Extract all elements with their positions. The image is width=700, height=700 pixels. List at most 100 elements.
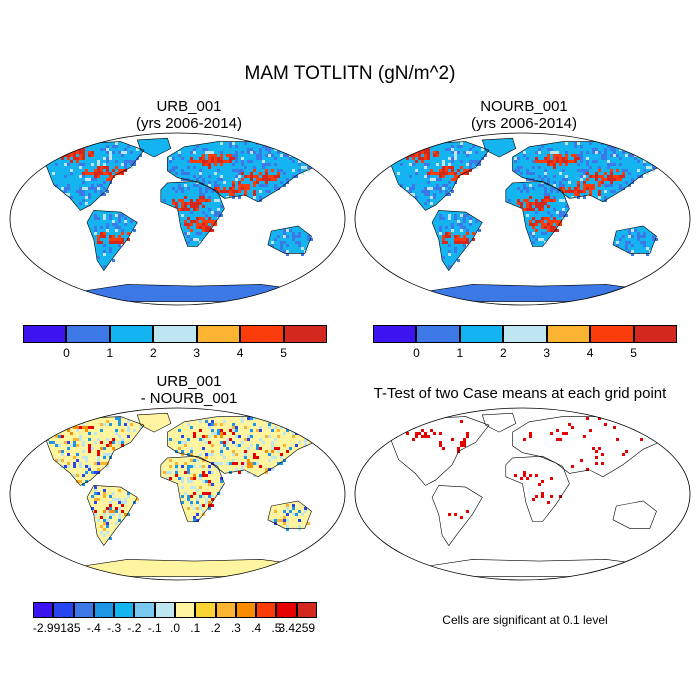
colorbar-swatch [215,602,236,618]
colorbar-swatch [590,325,634,343]
colorbar-tick-label: -.1 [147,621,162,635]
colorbar-tick-label: 1 [456,346,464,360]
colorbar-tick-label: 5 [630,346,637,360]
map-land [388,138,667,302]
colorbar-swatch [134,602,155,618]
continent-greenland [482,413,516,433]
coastline [612,500,657,529]
colorbar-tick-label: 3.4259 [278,621,316,635]
colorbar-swatch [93,602,115,618]
coastline [431,485,483,547]
panel-ttest-title: T-Test of two Case means at each grid po… [345,385,695,402]
coastline [43,141,145,211]
colorbar-swatch [154,602,175,618]
continent-greenland [137,413,171,433]
map-panel-nourb [354,132,691,306]
colorbar-swatch [73,602,94,618]
map-panel-ttest [354,407,691,581]
colorbar-nourb: 0 1 2 3 4 5 [373,325,677,360]
colorbar-swatch [256,602,277,618]
panel-diff-title: URB_001 - NOURB_001 [38,373,340,407]
coastline [167,141,322,203]
map-border [9,132,346,306]
colorbar-swatch [416,325,460,343]
colorbar-swatch [175,602,196,618]
colorbar-swatch [53,602,74,618]
colorbar-swatch [546,325,591,343]
continent-eurasia [512,416,667,477]
colorbar-tick-label: .2 [210,621,221,635]
coastline [388,416,490,486]
continent-samerica [432,485,483,546]
colorbar-tick-label: .4 [251,621,262,635]
colorbar-swatch [153,325,197,343]
colorbar-tick-label: -.4 [86,621,101,635]
map-border [354,132,691,306]
panel-urb-title: URB_001 (yrs 2006-2014) [38,98,340,132]
coastline [512,416,667,478]
coastline [267,225,312,254]
map-panel-diff [9,407,346,581]
map-border [9,407,346,581]
panel-urb-title-line1: URB_001 [156,98,222,115]
panel-nourb-title-line2: (yrs 2006-2014) [471,115,577,132]
coastline [505,180,570,247]
coastline [512,141,667,203]
colorbar-tick-label: 0 [413,346,420,360]
continent-namerica [43,416,144,486]
continent-greenland [482,138,516,158]
coastline [43,416,145,486]
colorbar-tick-label: .1 [190,621,201,635]
map-border [354,407,691,581]
panel-nourb-title: NOURB_001 (yrs 2006-2014) [373,98,675,132]
continent-australia [613,500,657,529]
colorbar-diff: -2.9913 -.5 -.4 -.3 -.2 -.1 .0 .1 .2 .3 .4 .5 3.4259 [33,602,317,635]
colorbar-tick-label: .0 [169,621,180,635]
colorbar-tick-label: 4 [236,346,244,360]
coastline [86,485,138,547]
coastline [481,137,517,158]
coastline [267,500,312,529]
coastline [136,412,172,433]
colorbar-swatch [195,602,216,618]
colorbar-swatch [240,325,284,343]
coastline [612,225,657,254]
panel-diff-title-line2: - NOURB_001 [140,390,238,407]
colorbar-tick-label: -.5 [66,621,81,635]
continent-eurasia [167,416,322,477]
colorbar-tick-label: .5 [271,621,282,635]
colorbar-swatch [33,602,54,618]
colorbar-swatch [109,325,154,343]
map-land [43,413,322,577]
colorbar-swatch [373,325,417,343]
coastline [167,416,322,478]
colorbar-tick-label: -2.9913 [32,621,74,635]
colorbar-swatch [633,325,677,343]
coastline [431,210,483,272]
coastline [160,455,225,522]
colorbar-tick-label: 2 [499,346,507,360]
colorbar-tick-label: -.3 [107,621,122,635]
coastline [481,412,517,433]
continent-africa [505,456,570,522]
colorbar-swatch [276,602,297,618]
colorbar-tick-label: .3 [230,621,241,635]
continent-greenland [137,138,171,158]
colorbar-swatch [235,602,257,618]
colorbar-urb: 0 1 2 3 4 5 [23,325,327,360]
colorbar-swatch [459,325,504,343]
colorbar-tick-label: 4 [586,346,594,360]
continent-namerica [388,416,489,486]
colorbar-swatch [503,325,547,343]
panel-nourb-title-line1: NOURB_001 [480,98,568,115]
coastline [160,180,225,247]
colorbar-tick-label: 3 [193,346,201,360]
colorbar-swatch [283,325,327,343]
colorbar-swatch [196,325,241,343]
map-land [388,413,667,577]
coastline [86,210,138,272]
colorbar-tick-label: 2 [149,346,157,360]
colorbar-swatch [296,602,317,618]
colorbar-tick-label: 3 [543,346,551,360]
